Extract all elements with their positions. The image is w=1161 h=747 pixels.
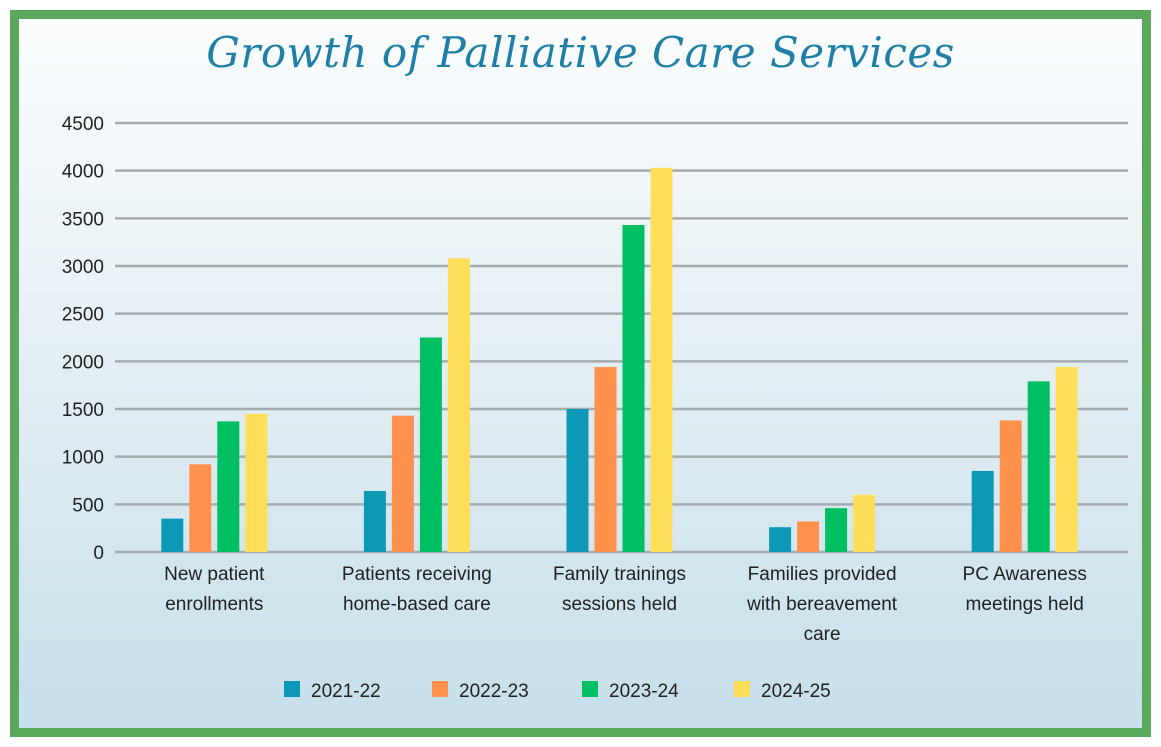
x-category-label-line: Patients receiving (342, 564, 492, 585)
x-category-label-line: care (804, 624, 841, 645)
bar (189, 464, 212, 552)
x-category-label-line: with bereavement (746, 594, 898, 615)
bar (363, 490, 386, 552)
x-category-label-line: PC Awareness (963, 564, 1087, 585)
legend-swatch (734, 681, 750, 697)
y-tick-label: 0 (93, 543, 104, 564)
chart-title: Growth of Palliative Care Services (206, 28, 955, 77)
x-category-label-line: home-based care (343, 594, 491, 615)
bar (566, 409, 589, 552)
chart-panel (10, 10, 1151, 737)
y-tick-label: 1500 (62, 400, 104, 421)
legend-label: 2022-23 (459, 681, 529, 702)
bar (797, 521, 820, 552)
x-category-label-line: enrollments (165, 594, 263, 615)
x-category-label: Families provided with bereavement care (746, 564, 898, 645)
bar (217, 421, 240, 552)
bar (594, 367, 617, 552)
x-category-label-line: New patient (164, 564, 265, 585)
bar (825, 508, 848, 552)
bar (622, 225, 645, 553)
x-category-label: Family trainings sessions held (553, 564, 686, 615)
bar (245, 413, 268, 552)
x-category-label-line: Families provided (748, 564, 897, 585)
y-tick-label: 1000 (62, 448, 104, 469)
x-category-label-line: meetings held (966, 594, 1084, 615)
bar (161, 518, 184, 552)
bar (853, 494, 876, 552)
bar (769, 527, 792, 552)
y-tick-label: 4000 (62, 162, 104, 183)
bar (1055, 367, 1078, 552)
y-tick-label: 500 (72, 495, 104, 516)
bar (650, 167, 673, 552)
legend-label: 2024-25 (761, 681, 831, 702)
bar (419, 337, 442, 552)
x-category-label: New patient enrollments (164, 564, 265, 615)
legend-label: 2023-24 (609, 681, 679, 702)
x-category-label: Patients receiving home-based care (342, 564, 492, 615)
y-tick-label: 2000 (62, 352, 104, 373)
bar (447, 258, 470, 552)
x-category-label-line: Family trainings (553, 564, 686, 585)
y-tick-label: 3500 (62, 209, 104, 230)
legend-label: 2021-22 (311, 681, 381, 702)
y-tick-label: 2500 (62, 305, 104, 326)
legend-swatch (284, 681, 300, 697)
legend-swatch (582, 681, 598, 697)
bar (971, 470, 994, 552)
bar (391, 415, 414, 552)
y-tick-label: 3000 (62, 257, 104, 278)
bar (1027, 381, 1050, 552)
x-category-label-line: sessions held (562, 594, 677, 615)
legend-swatch (432, 681, 448, 697)
x-category-label: PC Awareness meetings held (963, 564, 1087, 615)
bar (999, 420, 1022, 552)
y-tick-label: 4500 (62, 114, 104, 135)
